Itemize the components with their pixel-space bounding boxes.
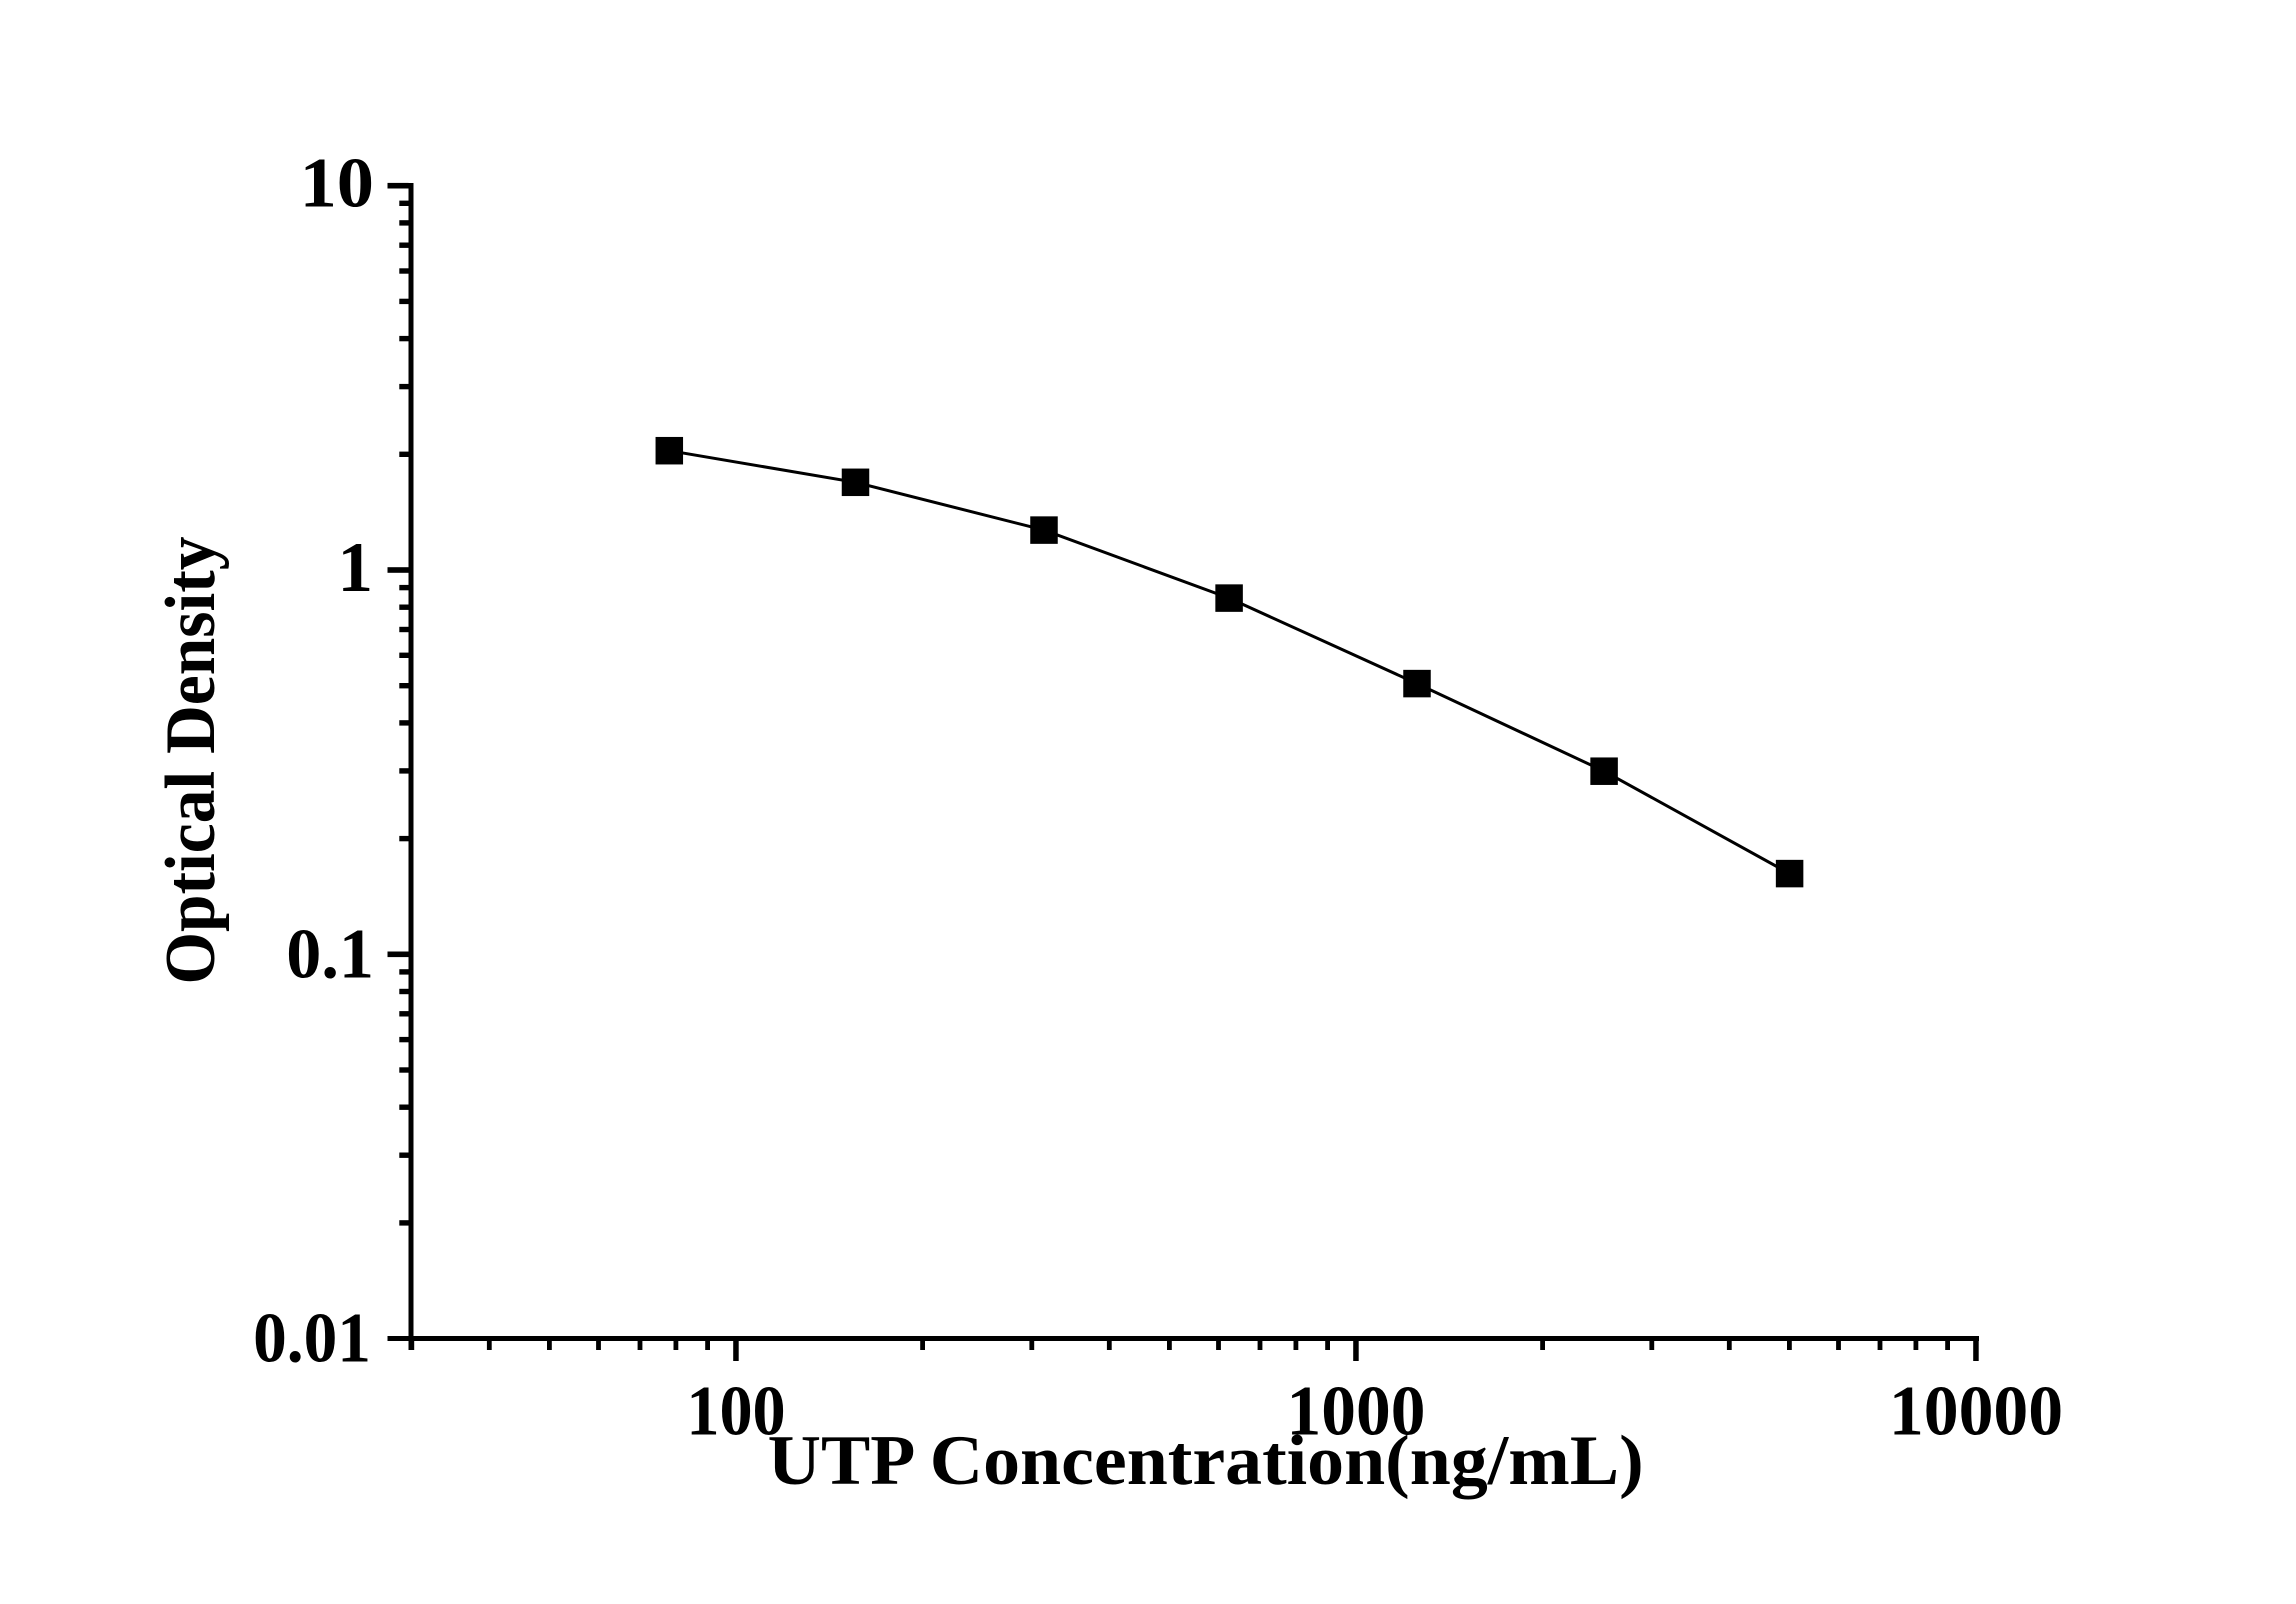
svg-text:10000: 10000: [1889, 1373, 2063, 1451]
svg-text:0.1: 0.1: [286, 915, 374, 993]
svg-text:100: 100: [686, 1373, 785, 1451]
svg-text:Optical Density: Optical Density: [152, 537, 230, 985]
svg-text:0.01: 0.01: [253, 1300, 371, 1378]
svg-text:1000: 1000: [1287, 1373, 1426, 1451]
svg-text:1: 1: [338, 529, 374, 607]
svg-text:10: 10: [300, 145, 374, 223]
svg-text:UTP Concentration(ng/mL): UTP Concentration(ng/mL): [768, 1422, 1644, 1500]
